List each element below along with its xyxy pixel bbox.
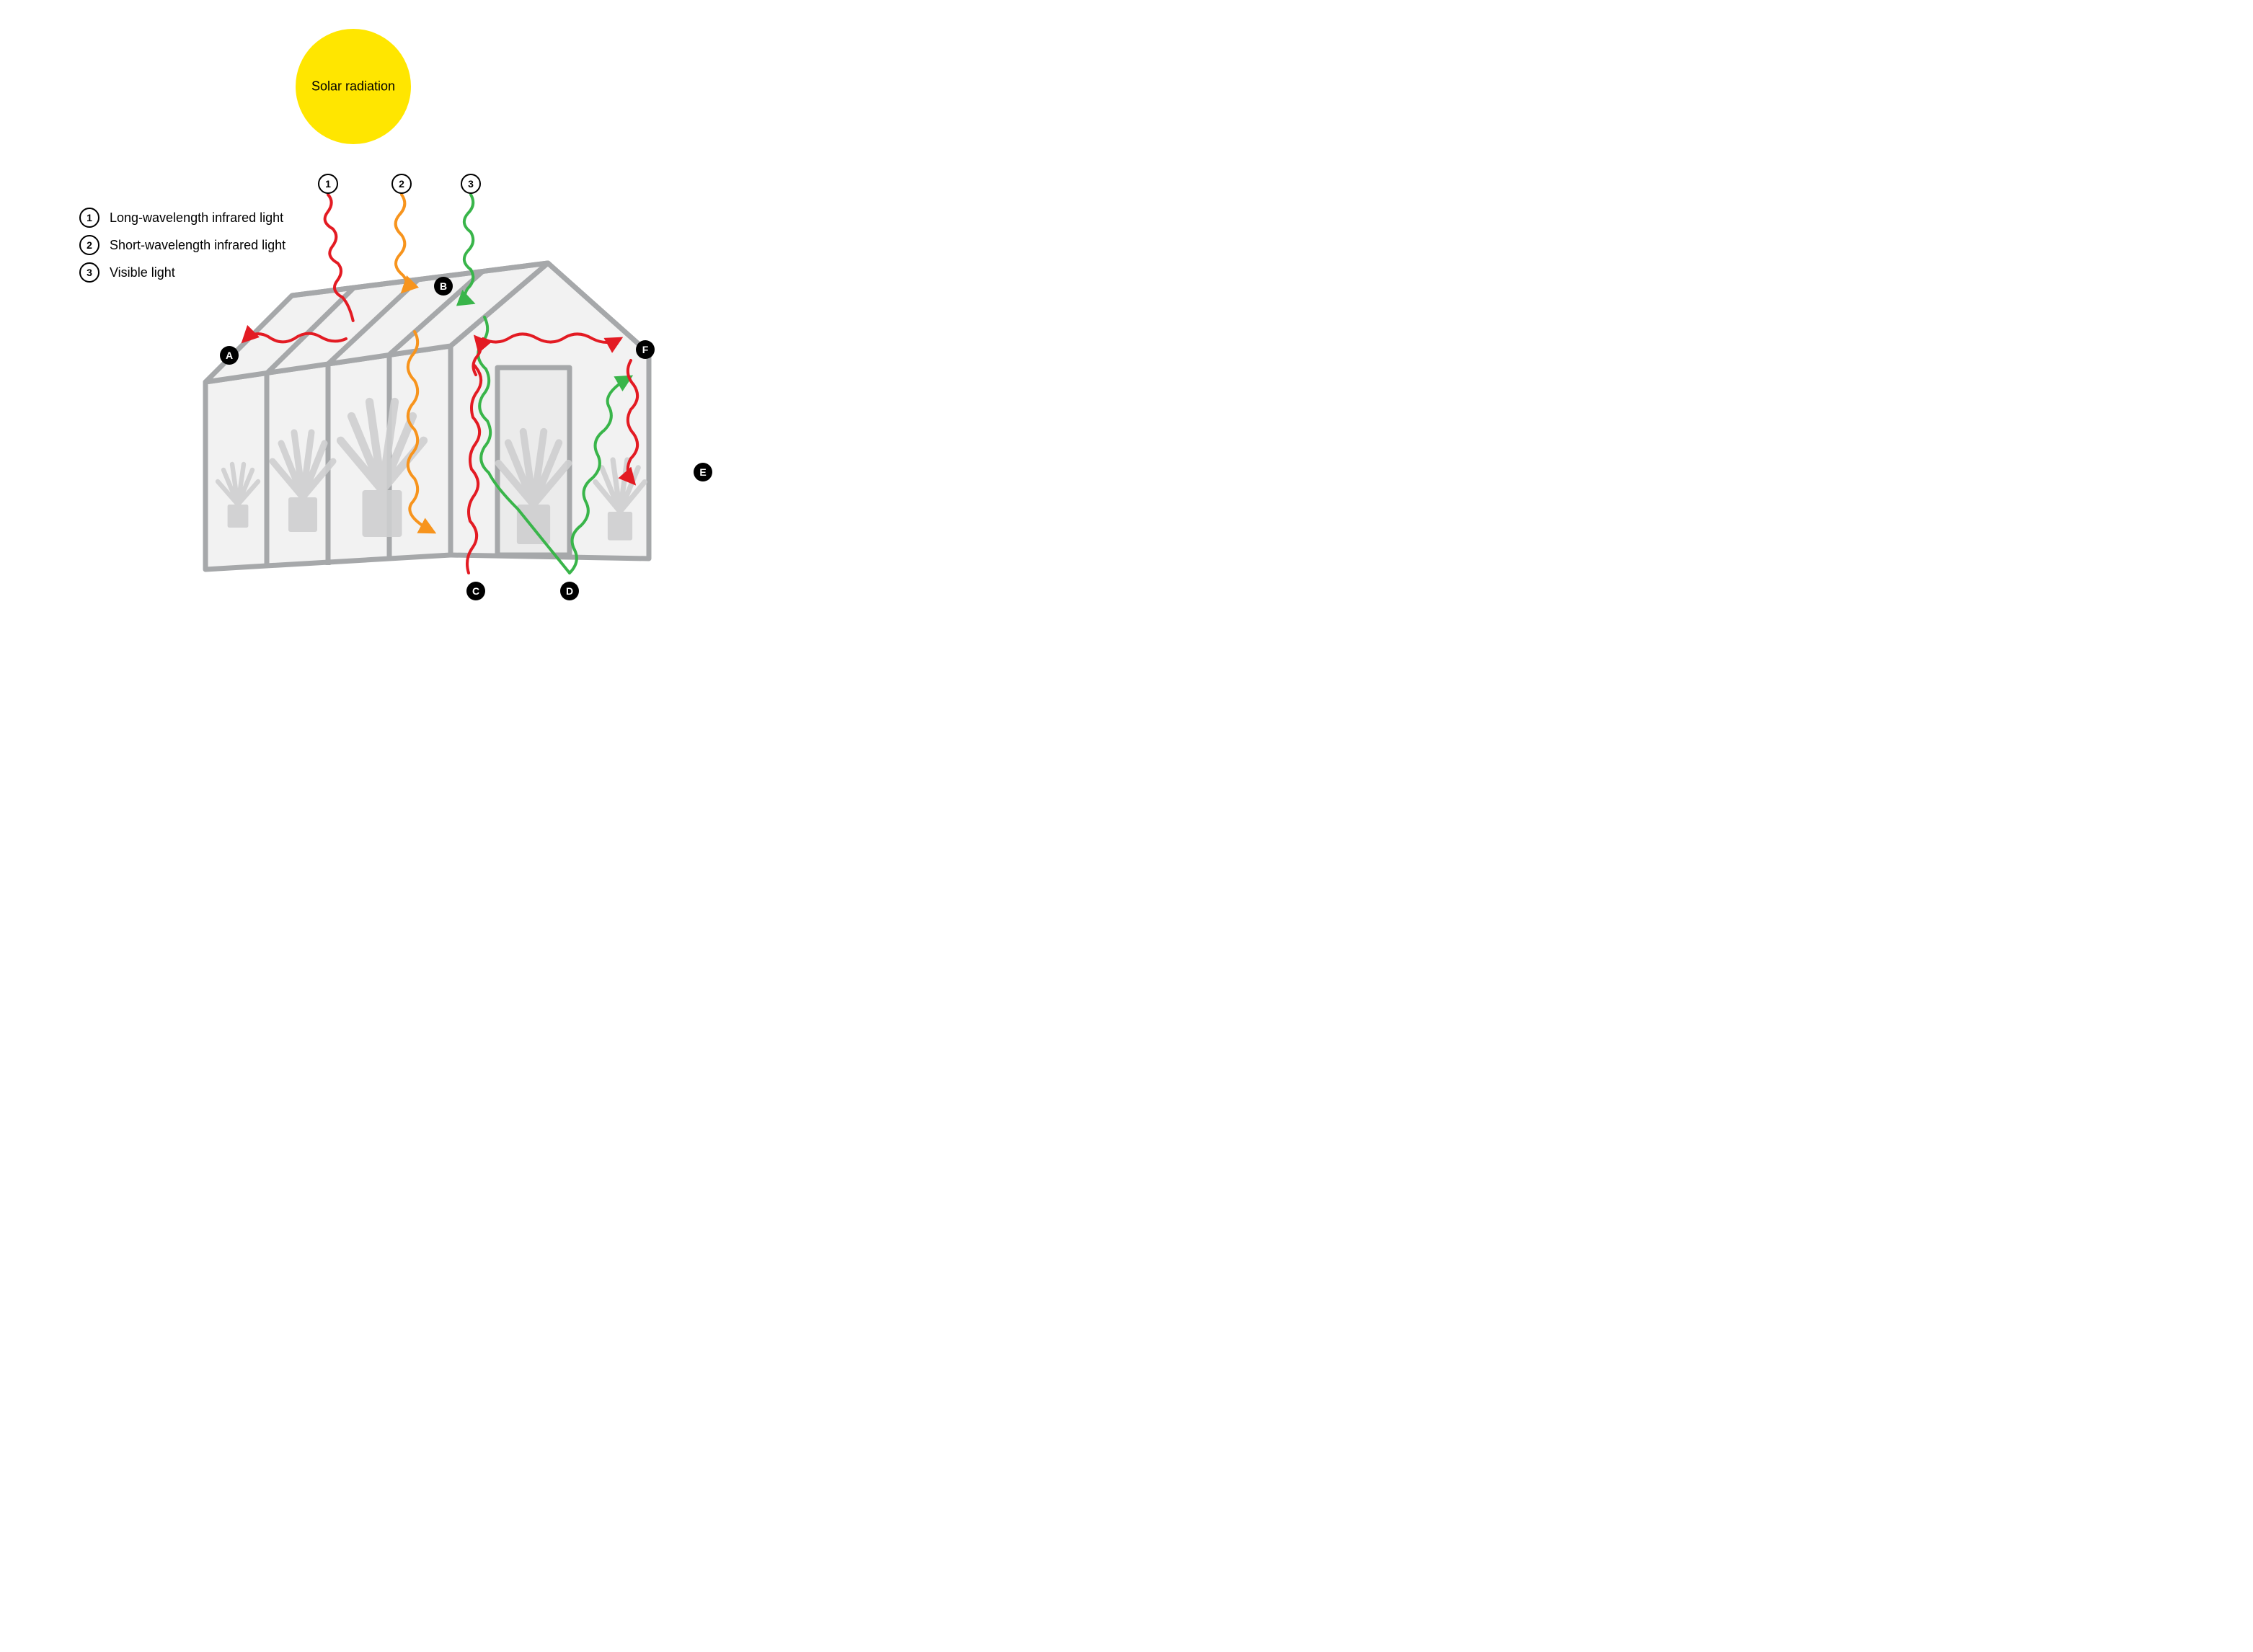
ray-badge-2: 2 — [392, 174, 411, 193]
marker-E-text: E — [699, 466, 706, 478]
marker-A-text: A — [226, 350, 233, 361]
ray-badge-2-text: 2 — [399, 178, 404, 190]
ray-badge-1-text: 1 — [325, 178, 331, 190]
ray-badge-3-text: 3 — [468, 178, 474, 190]
ray-badge-1: 1 — [319, 174, 337, 193]
legend-row-3: 3 Visible light — [79, 262, 286, 283]
legend-text-1: Long-wavelength infrared light — [110, 210, 283, 226]
ray-2-through-roof — [396, 195, 407, 291]
sun-label: Solar radiation — [311, 79, 395, 94]
diagram-svg: 1 2 3 A B C — [0, 0, 923, 677]
legend-row-1: 1 Long-wavelength infrared light — [79, 208, 286, 228]
marker-B: B — [434, 277, 453, 296]
marker-C-text: C — [472, 585, 479, 597]
ray-badge-3: 3 — [461, 174, 480, 193]
legend-text-2: Short-wavelength infrared light — [110, 238, 286, 253]
diagram-canvas: 1 2 3 A B C — [0, 0, 923, 677]
marker-F: F — [636, 340, 655, 359]
marker-C: C — [466, 582, 485, 600]
ray-origin-badges: 1 2 3 — [319, 174, 480, 193]
legend-badge-1: 1 — [79, 208, 99, 228]
legend: 1 Long-wavelength infrared light 2 Short… — [79, 208, 286, 290]
marker-B-text: B — [440, 280, 447, 292]
legend-badge-3: 3 — [79, 262, 99, 283]
marker-D: D — [560, 582, 579, 600]
marker-E: E — [694, 463, 712, 481]
legend-badge-2: 2 — [79, 235, 99, 255]
marker-A: A — [220, 346, 239, 365]
marker-D-text: D — [566, 585, 573, 597]
marker-F-text: F — [642, 344, 649, 355]
legend-row-2: 2 Short-wavelength infrared light — [79, 235, 286, 255]
legend-text-3: Visible light — [110, 265, 175, 280]
